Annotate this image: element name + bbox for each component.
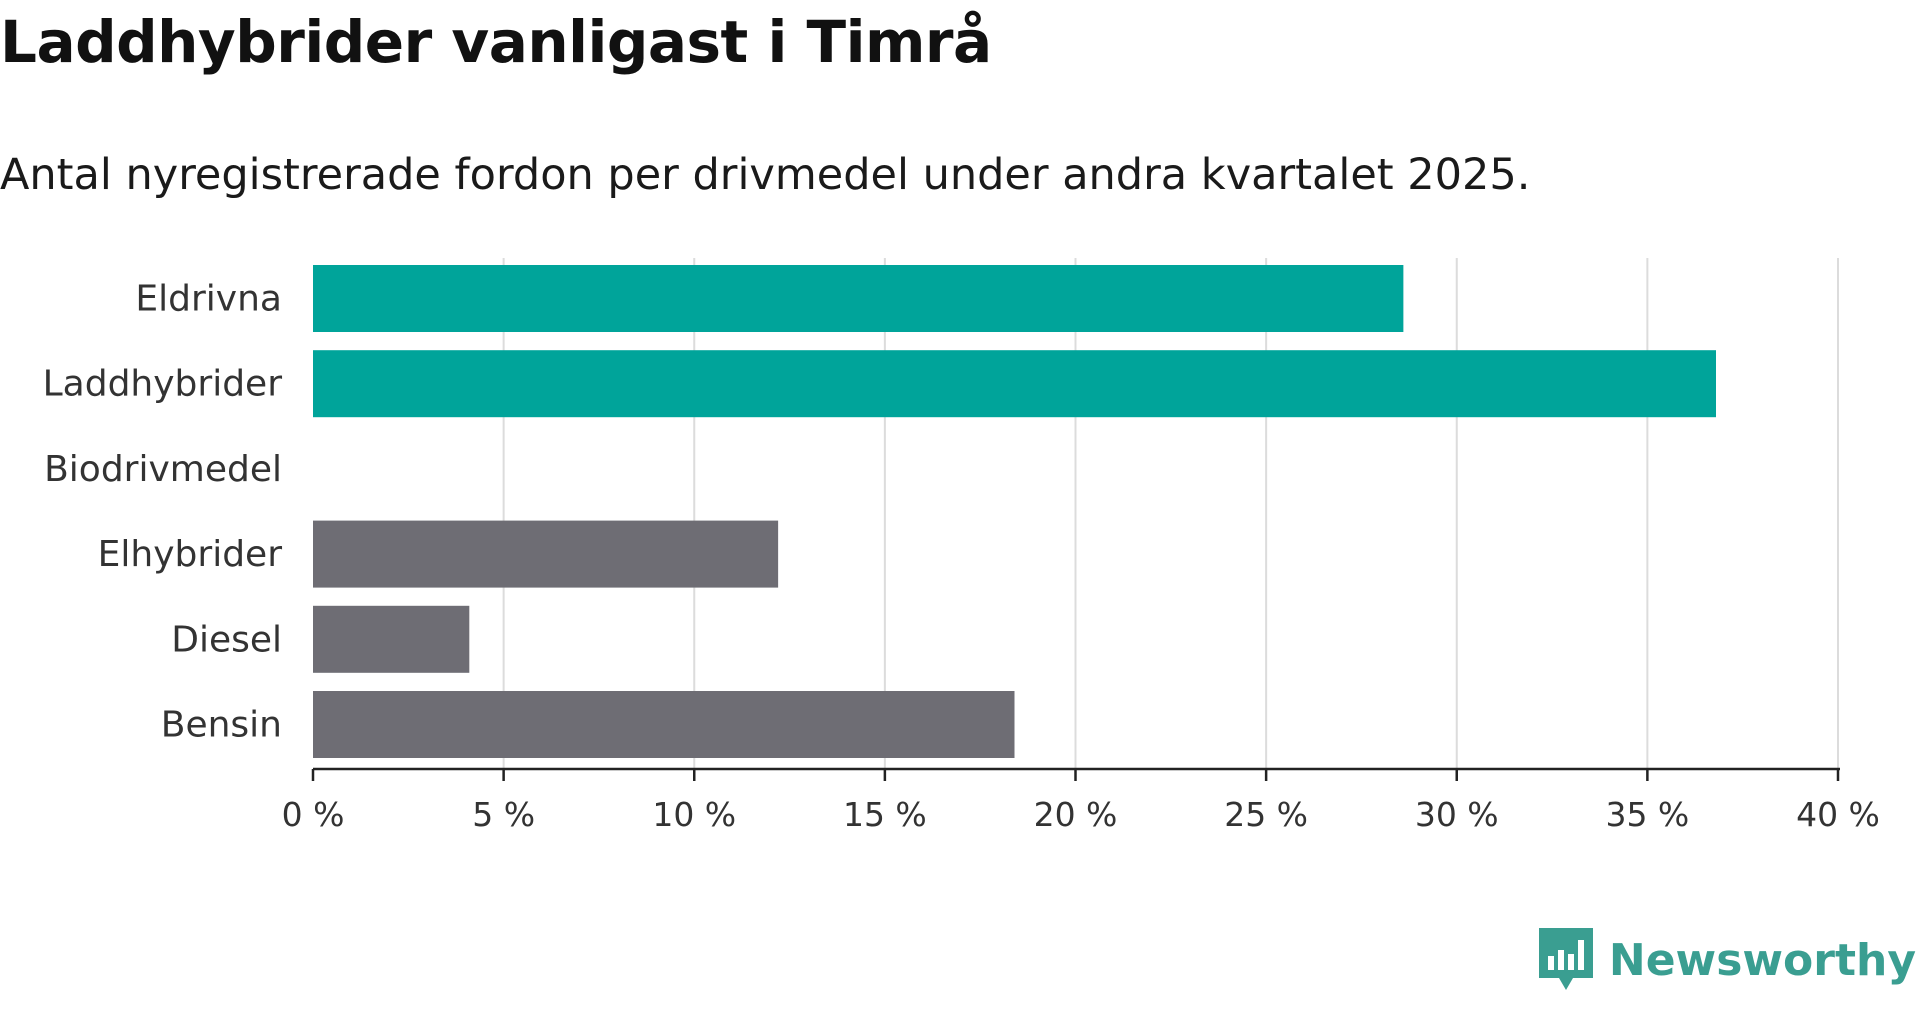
category-label: Elhybrider (98, 534, 283, 575)
grid-lines (502, 258, 1839, 769)
category-label: Diesel (171, 619, 282, 660)
bar (313, 520, 779, 588)
bar-chart: Eldrivna Laddhybrider Biodrivmedel Elhybrid… (43, 258, 1880, 834)
x-tick-label: 5 % (472, 795, 535, 834)
chart-title: Laddhybrider vanligast i Timrå (0, 8, 992, 76)
x-tick-label: 20 % (1034, 795, 1118, 834)
category-label: Bensin (161, 705, 282, 746)
newsworthy-logo-icon (1538, 928, 1593, 990)
bars (313, 265, 1716, 758)
x-tick-label: 25 % (1224, 795, 1308, 834)
x-tick-label: 10 % (652, 795, 736, 834)
category-label: Laddhybrider (43, 364, 283, 405)
brand-name: Newsworthy (1608, 934, 1916, 986)
bar (313, 350, 1716, 418)
x-tick-label: 0 % (282, 795, 345, 834)
bar (313, 265, 1404, 332)
chart-subtitle: Antal nyregistrerade fordon per drivmede… (0, 150, 1531, 200)
x-tick-label: 30 % (1415, 795, 1499, 834)
newsworthy-logo: Newsworthy (1535, 910, 1916, 1010)
x-tick-label: 35 % (1605, 795, 1689, 834)
x-tick-label: 40 % (1796, 795, 1880, 834)
category-label: Eldrivna (135, 279, 282, 320)
bar (313, 691, 1015, 758)
category-label: Biodrivmedel (44, 449, 282, 490)
category-labels: Eldrivna Laddhybrider Biodrivmedel Elhybrid… (43, 279, 283, 746)
bar (313, 605, 470, 673)
x-axis: 0 % 5 % 10 % 15 % 20 % 25 % 30 % 35 % 40 % (282, 767, 1880, 834)
x-tick-label: 15 % (843, 795, 927, 834)
